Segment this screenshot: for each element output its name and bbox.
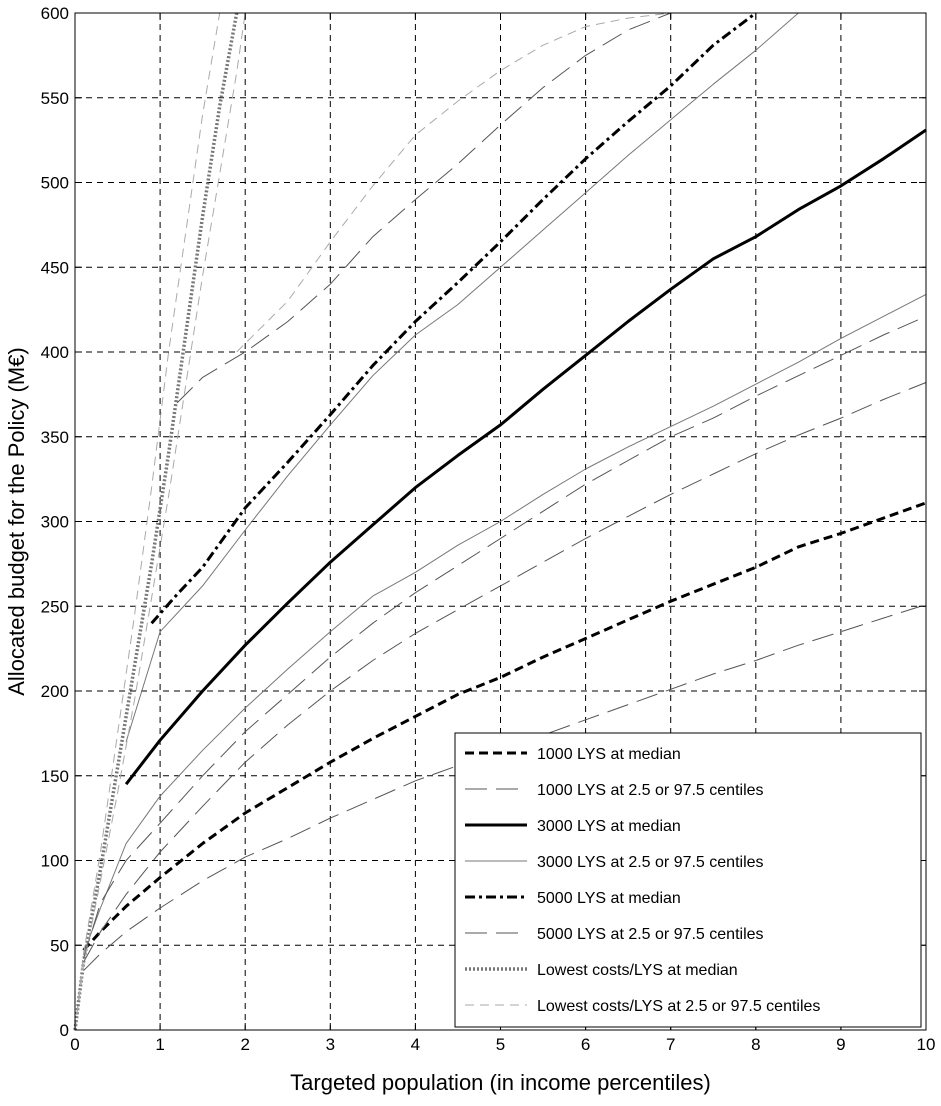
series-line-8 [176, 12, 671, 404]
series-line-3 [124, 128, 927, 786]
x-tick-label: 5 [496, 1035, 505, 1054]
x-tick-label: 7 [666, 1035, 675, 1054]
y-tick-label: 250 [41, 597, 69, 616]
y-tick-label: 300 [41, 513, 69, 532]
y-tick-label: 550 [41, 89, 69, 108]
axis-ticks: 0 1 2 3 4 5 6 7 8 9 100501001502002503003504004505… [41, 4, 936, 1054]
series-line-5 [125, 12, 799, 743]
x-tick-label: 1 [155, 1035, 164, 1054]
y-tick-label: 600 [41, 4, 69, 23]
y-axis-label: Allocated budget for the Policy (M€) [4, 347, 29, 696]
series-lines [73, 11, 927, 1031]
legend-label-5: 5000 LYS at 2.5 or 97.5 centiles [537, 926, 764, 943]
x-tick-label: 2 [240, 1035, 249, 1054]
legend: 1000 LYS at median 1000 LYS at 2.5 or 97.… [454, 732, 922, 1028]
x-tick-label: 0 [70, 1035, 79, 1054]
y-tick-label: 350 [41, 428, 69, 447]
y-tick-label: 150 [41, 767, 69, 786]
x-axis-label: Targeted population (in income percentil… [290, 1070, 711, 1095]
legend-label-1: 1000 LYS at 2.5 or 97.5 centiles [537, 782, 764, 799]
series-line-9 [73, 12, 239, 1031]
y-tick-label: 100 [41, 852, 69, 871]
y-tick-label: 450 [41, 258, 69, 277]
series-line-2 [83, 382, 927, 963]
y-tick-label: 200 [41, 682, 69, 701]
x-tick-label: 4 [411, 1035, 420, 1054]
legend-label-3: 3000 LYS at 2.5 or 97.5 centiles [537, 854, 764, 871]
series-line-7 [83, 315, 927, 959]
series-line-12 [236, 12, 697, 353]
x-tick-label: 6 [581, 1035, 590, 1054]
legend-label-4: 5000 LYS at median [537, 890, 681, 907]
series-line-10 [74, 12, 221, 1031]
series-line-0 [82, 501, 927, 952]
x-tick-label: 9 [836, 1035, 845, 1054]
legend-label-7: Lowest costs/LYS at 2.5 or 97.5 centiles [537, 998, 820, 1015]
y-tick-label: 50 [50, 936, 69, 955]
legend-label-0: 1000 LYS at median [537, 746, 681, 763]
y-tick-label: 400 [41, 343, 69, 362]
y-tick-label: 0 [60, 1021, 69, 1040]
y-tick-label: 500 [41, 174, 69, 193]
x-tick-label: 8 [751, 1035, 760, 1054]
legend-label-2: 3000 LYS at median [537, 818, 681, 835]
legend-label-6: Lowest costs/LYS at median [537, 962, 738, 979]
x-tick-label: 3 [326, 1035, 335, 1054]
series-line-11 [74, 12, 246, 1031]
series-line-6 [150, 11, 757, 625]
x-tick-label: 10 [917, 1035, 936, 1054]
legend-box [454, 732, 922, 1028]
series-line-4 [83, 293, 927, 954]
